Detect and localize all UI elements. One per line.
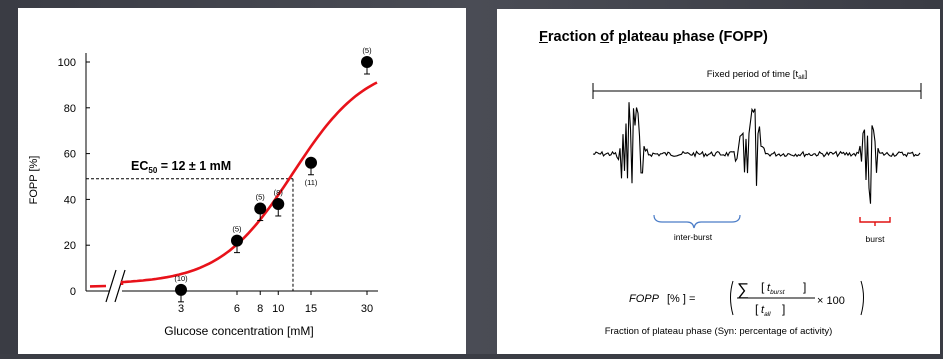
formula-unit: [% ] = [667,293,695,305]
fit-curve-line [89,81,378,288]
formula-lhs: FOPP [629,293,660,305]
y-tick-label: 80 [64,103,76,115]
axis-break-mark-2 [114,269,126,303]
y-tick-label: 100 [58,57,76,69]
period-label: Fixed period of time [tall] [707,69,808,81]
title-fragment: hase (FOPP) [681,29,768,45]
burst-label: burst [866,234,886,244]
formula-right-paren [860,280,864,316]
data-point [361,56,373,68]
title-fragment: o [600,29,610,45]
y-tick-label: 0 [70,286,76,298]
title-fragment: F [539,29,548,45]
x-axis-label: Glucose concentration [mM] [164,324,313,338]
data-point [230,234,243,247]
x-tick-label: 15 [305,303,317,315]
point-n-label: (8) [274,188,284,197]
formula-den-bracket-close: ] [782,302,785,316]
inter-burst-label: inter-burst [674,232,713,242]
formula-t-burst: tburst [767,282,786,296]
formula-bracket-open: [ [761,280,765,294]
title-fragment: raction [547,29,601,45]
y-tick-labels: 0 20 40 60 80 100 [58,57,90,298]
data-point [254,202,267,215]
burst-trace-figure: Fixed period of time [tall] inter-burst … [592,69,922,244]
ec50-label: EC50 = 12 ± 1 mM [131,159,231,175]
y-tick-label: 60 [64,149,76,161]
formula-bracket-close: ] [803,280,806,294]
axis-break-mark-1 [105,269,117,303]
formula-times: × 100 [817,295,845,307]
point-n-label: (5) [256,193,266,202]
title-fragment: lateau [626,29,673,45]
fopp-formula: FOPP [% ] = ∑ [ tburst ] [ tall ] × 100 [629,280,864,318]
x-tick-label: 10 [272,303,284,315]
data-point [305,156,318,169]
point-n-label: (10) [174,274,188,283]
dose-response-chart: 0 20 40 60 80 100 3 6 8 10 15 30 (10) (5) (5) (8) (11)… [28,46,378,338]
dose-response-chart-panel: 0 20 40 60 80 100 3 6 8 10 15 30 (10) (5) (5) (8) (11)… [18,8,466,354]
inter-burst-brace [653,214,741,229]
data-point [272,197,285,210]
data-points: (10) (5) (5) (8) (11) (5) [174,46,373,303]
x-tick-label: 30 [361,303,373,315]
fopp-explanation-panel: Fraction of plateau phase (FOPP) Fixed p… [497,9,940,354]
title-fragment: p [617,29,627,45]
formula-t-all: tall [761,304,771,318]
data-point [175,283,187,296]
x-tick-labels: 3 6 8 10 15 30 [178,291,373,315]
title-fragment: p [672,29,682,45]
burst-brace [859,217,891,226]
fopp-caption: Fraction of plateau phase (Syn: percenta… [604,326,833,337]
formula-sum: ∑ [737,280,749,299]
x-tick-label: 8 [257,303,263,315]
ec50-guide-lines [86,178,294,291]
x-tick-label: 6 [234,303,240,315]
y-tick-label: 20 [64,240,76,252]
membrane-potential-trace [592,102,921,204]
point-n-label: (5) [362,46,372,55]
formula-den-bracket-open: [ [755,302,759,316]
sigmoid-fit [89,81,378,288]
formula-left-paren [730,280,734,316]
x-axis [86,269,378,303]
y-axis-label: FOPP [%] [28,156,40,205]
x-tick-label: 3 [178,303,184,315]
fopp-title: Fraction of plateau phase (FOPP) [539,29,768,45]
title-fragment: f [609,29,618,45]
point-n-label: (11) [305,178,318,187]
y-tick-label: 40 [64,194,76,206]
point-n-label: (5) [232,225,242,234]
